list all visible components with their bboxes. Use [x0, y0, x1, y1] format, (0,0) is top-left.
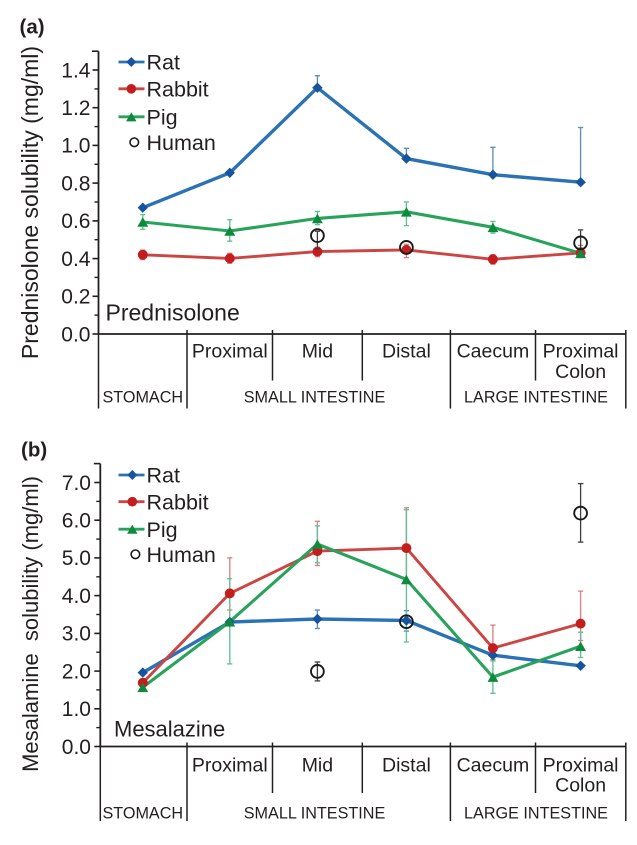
svg-text:Colon: Colon: [555, 361, 606, 383]
svg-text:1.4: 1.4: [61, 59, 91, 82]
svg-text:1.2: 1.2: [61, 97, 90, 120]
svg-text:Mid: Mid: [302, 341, 333, 363]
svg-text:(a): (a): [20, 16, 45, 39]
svg-text:7.0: 7.0: [62, 472, 91, 495]
svg-text:Mid: Mid: [302, 755, 333, 777]
svg-text:0.6: 0.6: [61, 210, 90, 233]
svg-text:Prednisolone: Prednisolone: [106, 300, 240, 326]
svg-text:LARGE INTESTINE: LARGE INTESTINE: [464, 389, 608, 407]
svg-text:Rabbit: Rabbit: [147, 490, 209, 514]
svg-text:STOMACH: STOMACH: [102, 389, 183, 407]
svg-text:0.2: 0.2: [61, 286, 90, 309]
svg-text:Rat: Rat: [147, 51, 180, 75]
svg-text:Pig: Pig: [147, 105, 178, 129]
svg-text:Caecum: Caecum: [457, 341, 530, 363]
svg-text:5.0: 5.0: [62, 547, 91, 570]
svg-text:Proximal: Proximal: [543, 341, 619, 363]
svg-text:Proximal: Proximal: [192, 755, 268, 777]
svg-text:Mesalazine: Mesalazine: [114, 717, 225, 742]
svg-text:0.8: 0.8: [61, 172, 90, 195]
svg-text:Pig: Pig: [147, 518, 178, 542]
svg-text:Caecum: Caecum: [457, 755, 530, 777]
svg-text:Rat: Rat: [147, 464, 180, 488]
svg-text:0.4: 0.4: [61, 248, 91, 271]
svg-text:6.0: 6.0: [62, 510, 91, 533]
svg-text:4.0: 4.0: [62, 585, 91, 608]
svg-text:SMALL INTESTINE: SMALL INTESTINE: [244, 389, 386, 407]
svg-text:0.0: 0.0: [62, 736, 91, 759]
svg-text:1.0: 1.0: [61, 135, 90, 158]
svg-text:Human: Human: [147, 543, 216, 567]
svg-text:SMALL INTESTINE: SMALL INTESTINE: [244, 805, 386, 823]
svg-text:Rabbit: Rabbit: [147, 77, 209, 101]
svg-text:LARGE INTESTINE: LARGE INTESTINE: [464, 805, 608, 823]
svg-text:Prednisolone solubility (mg/ml: Prednisolone solubility (mg/ml): [17, 46, 43, 359]
svg-text:2.0: 2.0: [62, 660, 91, 683]
svg-text:Mesalamine solubility (mg/ml): Mesalamine solubility (mg/ml): [18, 476, 43, 772]
svg-text:Proximal: Proximal: [192, 341, 268, 363]
svg-text:3.0: 3.0: [62, 623, 91, 646]
svg-text:0.0: 0.0: [61, 323, 90, 346]
svg-text:STOMACH: STOMACH: [102, 805, 183, 823]
svg-text:(b): (b): [21, 439, 47, 462]
svg-text:Human: Human: [147, 131, 216, 155]
svg-text:Proximal: Proximal: [543, 755, 619, 777]
svg-text:Distal: Distal: [382, 341, 431, 363]
svg-text:Colon: Colon: [555, 775, 606, 797]
svg-text:1.0: 1.0: [62, 698, 91, 721]
svg-text:Distal: Distal: [382, 755, 431, 777]
